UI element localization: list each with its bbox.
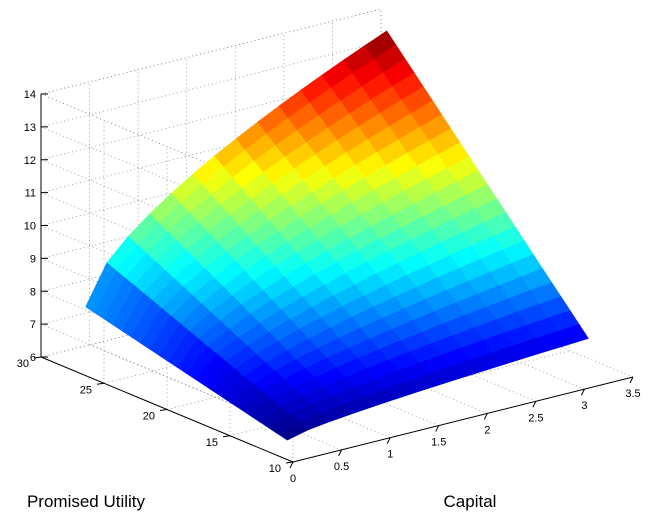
- x-axis-label: Capital: [444, 492, 497, 511]
- y-tick-mark: [96, 382, 105, 385]
- x-tick-mark: [338, 449, 343, 457]
- x-tick-mark: [629, 376, 634, 384]
- y-tick-label: 30: [17, 358, 29, 370]
- y-tick-label: 15: [206, 437, 218, 449]
- x-tick-label: 1: [387, 449, 393, 461]
- grid-line: [229, 350, 571, 437]
- z-tick-label: 13: [24, 122, 36, 134]
- grid-line: [89, 344, 342, 451]
- tick-labels-layer: 0 0.5 1 1.5 2 2.5 3 3.5 10 15 20 25 30 6 7 8 9 10 11 12 13 14: [17, 89, 641, 485]
- x-tick-label: 2: [484, 424, 490, 436]
- x-tick-mark: [386, 437, 391, 444]
- z-tick-label: 9: [30, 253, 36, 265]
- y-tick-label: 10: [269, 463, 281, 475]
- x-tick-mark: [289, 461, 294, 469]
- surface-patch: [557, 324, 589, 346]
- y-tick-mark: [222, 435, 231, 438]
- x-tick-mark: [483, 413, 488, 420]
- x-tick-label: 1.5: [431, 437, 446, 449]
- x-tick-label: 2.5: [528, 412, 543, 424]
- grid-line: [40, 126, 294, 233]
- x-tick-mark: [532, 401, 537, 408]
- box-edge: [40, 8, 382, 95]
- x-tick-label: 0: [290, 473, 296, 485]
- grid-line: [40, 41, 382, 128]
- y-tick-mark: [159, 409, 168, 411]
- x-tick-label: 3: [581, 400, 587, 412]
- box-edge: [40, 93, 294, 200]
- x-tick-mark: [580, 388, 585, 396]
- z-tick-label: 11: [25, 188, 36, 200]
- x-axis-line: [292, 376, 634, 463]
- z-tick-label: 14: [24, 89, 36, 101]
- z-tick-label: 10: [24, 221, 36, 233]
- grid-line: [40, 323, 294, 430]
- y-tick-label: 20: [143, 411, 155, 423]
- y-tick-mark: [33, 356, 42, 359]
- z-tick-label: 6: [30, 352, 36, 364]
- z-tick-label: 8: [30, 286, 36, 298]
- x-tick-label: 0.5: [334, 461, 349, 473]
- y-axis-label: Promised Utility: [27, 492, 146, 511]
- x-tick-mark: [435, 425, 440, 432]
- x-tick-label: 3.5: [625, 388, 640, 400]
- y-tick-mark: [285, 461, 294, 464]
- surface-mesh: [85, 30, 589, 441]
- y-tick-label: 25: [80, 384, 92, 396]
- z-tick-label: 12: [24, 155, 36, 167]
- z-tick-label: 7: [30, 319, 36, 331]
